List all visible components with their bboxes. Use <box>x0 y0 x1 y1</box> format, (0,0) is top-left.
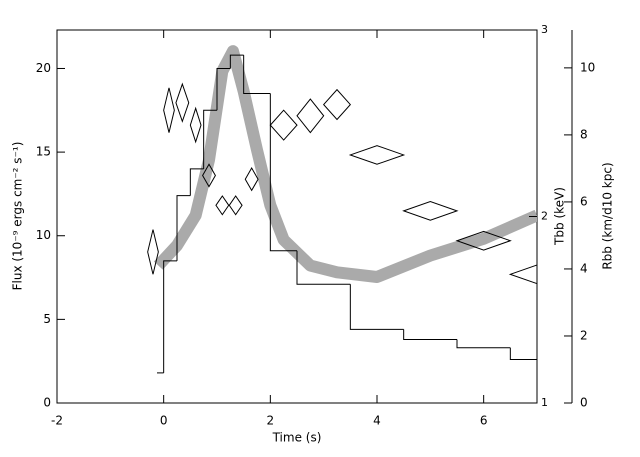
temperature-diamond <box>189 106 202 144</box>
flux-step <box>243 55 271 95</box>
temperature-diamond <box>296 98 325 134</box>
temperature-diamond <box>348 145 406 165</box>
flux-step <box>189 168 204 196</box>
flux-step <box>349 284 404 330</box>
temperature-diamond <box>322 88 352 121</box>
flux-step <box>269 93 297 252</box>
flux-step <box>203 109 217 169</box>
flux-step <box>176 195 191 261</box>
x-tick-label: 4 <box>373 414 381 428</box>
y3-tick-label: 10 <box>580 60 595 74</box>
temperature-diamond <box>244 167 259 192</box>
y2-axis-label: Tbb (keV) <box>553 187 567 246</box>
x-axis-label: Time (s) <box>272 431 322 445</box>
y-axis-label: Flux (10⁻⁹ ergs cm⁻² s⁻¹) <box>11 142 25 291</box>
y-tick-label: 15 <box>36 145 51 159</box>
y-tick-label: 20 <box>36 61 51 75</box>
temperature-diamond <box>202 163 216 188</box>
y3-tick-label: 8 <box>580 127 588 141</box>
y-tick-label: 0 <box>43 396 51 410</box>
radius-band <box>153 45 537 283</box>
flux-step <box>229 54 244 69</box>
temperature-diamond <box>269 109 298 141</box>
plot-frame <box>56 29 538 404</box>
temperature-diamond <box>455 230 512 251</box>
flux-step <box>509 347 537 361</box>
y3-tick-label: 6 <box>580 194 588 208</box>
temperature-diamond <box>163 87 175 133</box>
temperature-diamond <box>175 82 190 123</box>
flux-step <box>163 260 177 373</box>
temperature-diamond <box>402 201 459 221</box>
plot-area <box>147 45 537 374</box>
flux-step <box>456 339 511 349</box>
y3-tick-label: 4 <box>580 261 588 275</box>
y2-tick-label: 3 <box>541 23 548 36</box>
x-tick-label: -2 <box>51 414 63 428</box>
temperature-diamond <box>215 195 230 216</box>
temperature-diamond <box>508 264 537 285</box>
x-tick-label: 2 <box>267 414 275 428</box>
temperature-diamond <box>228 195 243 216</box>
flux-step <box>296 250 351 285</box>
flux-step <box>403 329 457 340</box>
y3-axis-label: Rbb (km/d10 kpc) <box>601 162 615 269</box>
y2-tick-label: 1 <box>541 396 548 409</box>
y3-tick-label: 2 <box>580 328 588 342</box>
y2-tick-label: 2 <box>541 210 548 223</box>
y-tick-label: 5 <box>43 312 51 326</box>
temperature-diamond <box>147 229 159 275</box>
x-tick-label: 0 <box>160 414 168 428</box>
x-tick-label: 6 <box>480 414 488 428</box>
y3-tick-label: 0 <box>580 396 588 410</box>
y-tick-label: 10 <box>36 228 51 242</box>
flux-step <box>216 67 231 111</box>
